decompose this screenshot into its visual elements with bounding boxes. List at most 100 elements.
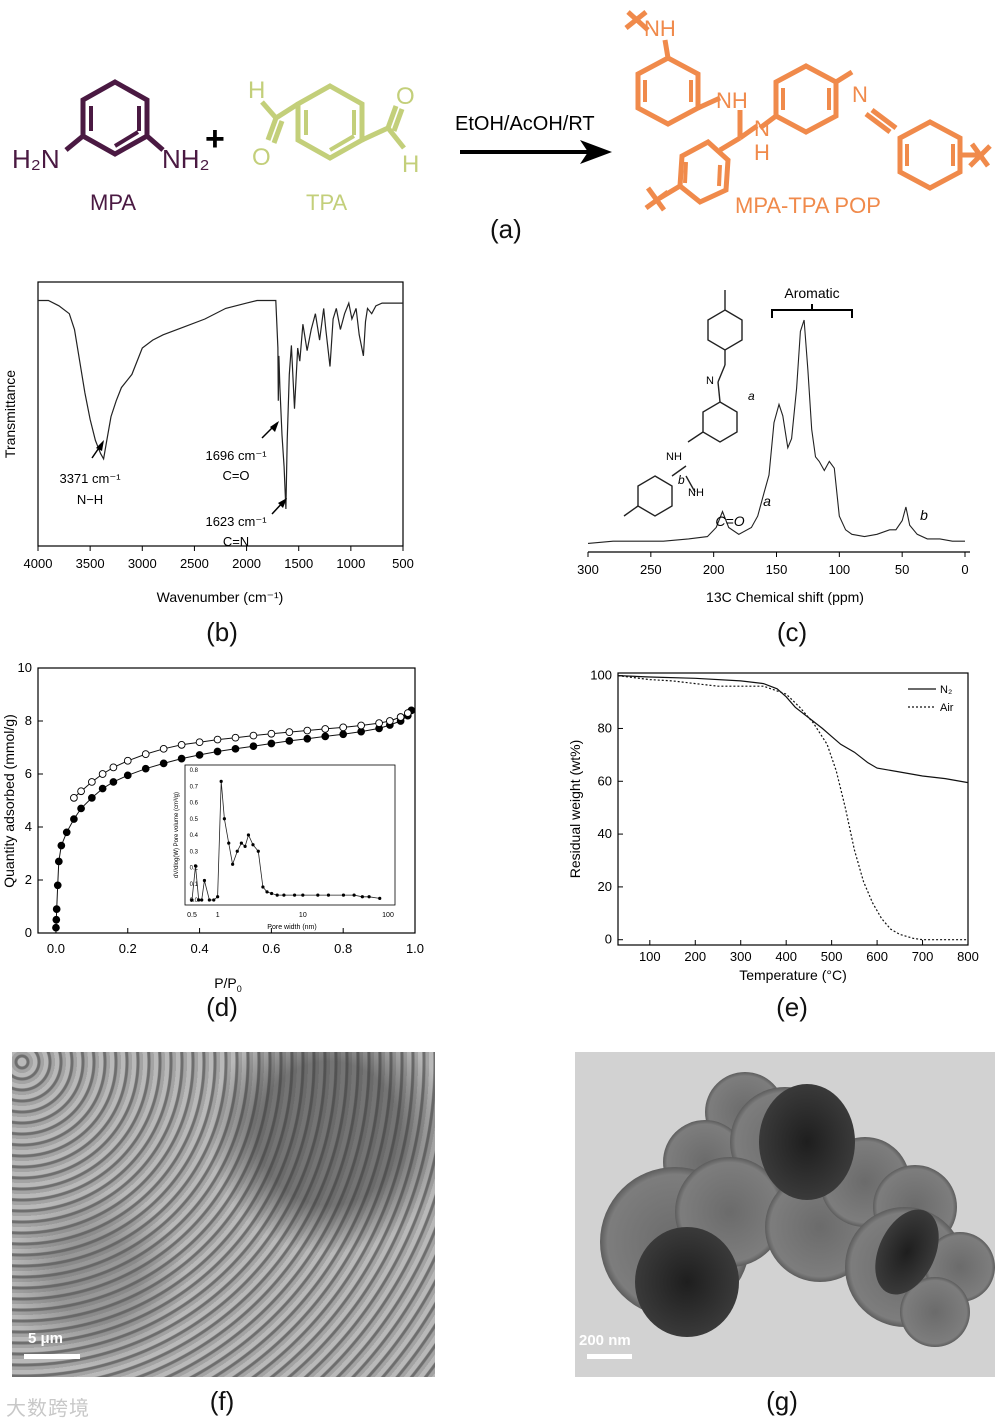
nmr-struct-b: b: [678, 473, 685, 487]
iso-desorption-point: [195, 738, 204, 747]
inset-point: [207, 898, 211, 902]
ftir-x-label: Wavenumber (cm⁻¹): [157, 589, 284, 605]
ftir-x-tick-label: 3000: [128, 556, 157, 571]
inset-point: [243, 844, 247, 848]
inset-x-tick-label: 100: [382, 912, 394, 919]
inset-y-tick-label: 0.4: [190, 833, 199, 839]
iso-x-tick-label: 0.4: [191, 941, 209, 956]
inset-point: [378, 896, 382, 900]
inset-x-tick-label: 0.5: [187, 912, 197, 919]
iso-adsorption-point: [267, 739, 276, 748]
nmr-x-tick-label: 100: [828, 562, 850, 577]
tga-legend-n2: N₂: [940, 684, 952, 696]
tpa-label: TPA: [306, 190, 347, 215]
iso-desorption-point: [213, 735, 222, 744]
tga-y-tick-label: 20: [598, 879, 612, 894]
iso-desorption-point: [403, 709, 412, 717]
iso-adsorption-point: [321, 732, 330, 741]
inset-x-tick-label: 10: [299, 912, 307, 919]
inset-point: [275, 893, 279, 897]
tga-air-line: [617, 675, 968, 941]
tga-x-label: Temperature (°C): [739, 967, 847, 983]
inset-point: [326, 893, 331, 897]
isotherm-y-label: Quantity adsorbed (mmol/g): [1, 714, 17, 888]
nmr-b-label: b: [920, 507, 928, 523]
tga-y-tick-label: 60: [598, 773, 612, 788]
iso-adsorption-point: [88, 794, 96, 802]
iso-desorption-point: [357, 721, 365, 730]
iso-y-tick-label: 6: [25, 766, 32, 781]
iso-adsorption-point: [339, 730, 348, 739]
tpa-o-left: O: [252, 144, 271, 171]
inset-y-tick-label: 0.2: [190, 866, 199, 872]
nmr-x-tick-label: 250: [640, 562, 662, 577]
iso-adsorption-point: [231, 744, 240, 753]
iso-y-tick-label: 10: [18, 660, 32, 675]
iso-adsorption-point: [53, 881, 62, 890]
iso-desorption-point: [77, 787, 85, 796]
mpa-nh2: NH₂: [162, 144, 210, 174]
iso-desorption-point: [88, 778, 96, 786]
inset-point: [200, 898, 204, 902]
iso-y-tick-label: 4: [25, 819, 32, 834]
iso-adsorption-point: [77, 804, 85, 813]
inset-x-label: Pore width (nm): [267, 924, 316, 931]
ftir-ann-nh: 3371 cm⁻¹: [59, 471, 121, 486]
tga-legend-air: Air: [940, 702, 954, 714]
inset-point: [216, 895, 220, 899]
nmr-aromatic-label: Aromatic: [784, 285, 839, 301]
nmr-chart: 300 250 200 150 100 50 0 Aromatic C=O a b 13C …: [577, 285, 970, 605]
caption-a: (a): [490, 214, 522, 244]
nmr-struct-nh: NH: [688, 487, 704, 499]
inset-point: [246, 833, 251, 837]
inset-point: [231, 862, 235, 866]
sem-scale-label: 5 μm: [28, 1330, 64, 1347]
iso-adsorption-point: [109, 778, 118, 786]
ftir-ann-co: 1696 cm⁻¹: [205, 448, 267, 463]
iso-desorption-point: [267, 729, 276, 738]
iso-x-tick-label: 1.0: [406, 941, 424, 956]
mpa-molecule: [64, 79, 165, 157]
nmr-spectrum-line: [587, 319, 965, 544]
iso-desorption-point: [375, 719, 383, 727]
nmr-struct-n: N: [706, 375, 714, 387]
tpa-molecule: [260, 83, 406, 161]
tga-x-tick-label: 300: [730, 949, 752, 964]
ftir-chart: 4000 3500 3000 2500 2000 1500 1000 500 Transmit…: [2, 281, 414, 605]
tga-x-tick-label: 400: [775, 949, 797, 964]
ftir-x-tick-label: 2500: [180, 556, 209, 571]
ftir-spectrum-line: [38, 299, 403, 510]
pop-nh-top: NH: [644, 16, 676, 41]
caption-d: (d): [206, 992, 238, 1022]
inset-point: [316, 893, 320, 897]
iso-desorption-point: [109, 763, 118, 772]
tga-x-tick-label: 500: [821, 949, 843, 964]
tpa-h-left: H: [248, 77, 265, 104]
iso-desorption-point: [159, 744, 168, 753]
ftir-y-label: Transmittance: [2, 370, 18, 458]
caption-f: (f): [209, 1386, 235, 1416]
iso-x-tick-label: 0.2: [119, 941, 137, 956]
inset-point: [367, 895, 371, 899]
iso-x-tick-label: 0.6: [262, 941, 280, 956]
iso-adsorption-point: [195, 751, 204, 759]
tga-y-tick-label: 0: [605, 932, 612, 947]
iso-adsorption-point: [249, 742, 258, 751]
mpa-h2n: H₂N: [12, 144, 60, 174]
nmr-struct-a: a: [748, 389, 755, 403]
inset-point: [227, 841, 231, 845]
iso-adsorption-point: [123, 771, 132, 780]
ftir-x-tick-label: 3500: [76, 556, 105, 571]
iso-desorption-point: [339, 723, 348, 732]
iso-desorption-point: [321, 725, 330, 733]
iso-adsorption-point: [177, 754, 186, 763]
ftir-x-tick-label: 4000: [24, 556, 53, 571]
isotherm-x-label: P/P0: [214, 975, 242, 994]
ftir-x-tick-label: 1000: [336, 556, 365, 571]
inset-point: [301, 893, 305, 897]
inset-point: [256, 849, 260, 853]
tga-y-tick-label: 40: [598, 826, 612, 841]
inset-y-tick-label: 0.0: [190, 898, 199, 904]
tga-x-tick-label: 600: [866, 949, 888, 964]
iso-desorption-point: [285, 728, 294, 736]
